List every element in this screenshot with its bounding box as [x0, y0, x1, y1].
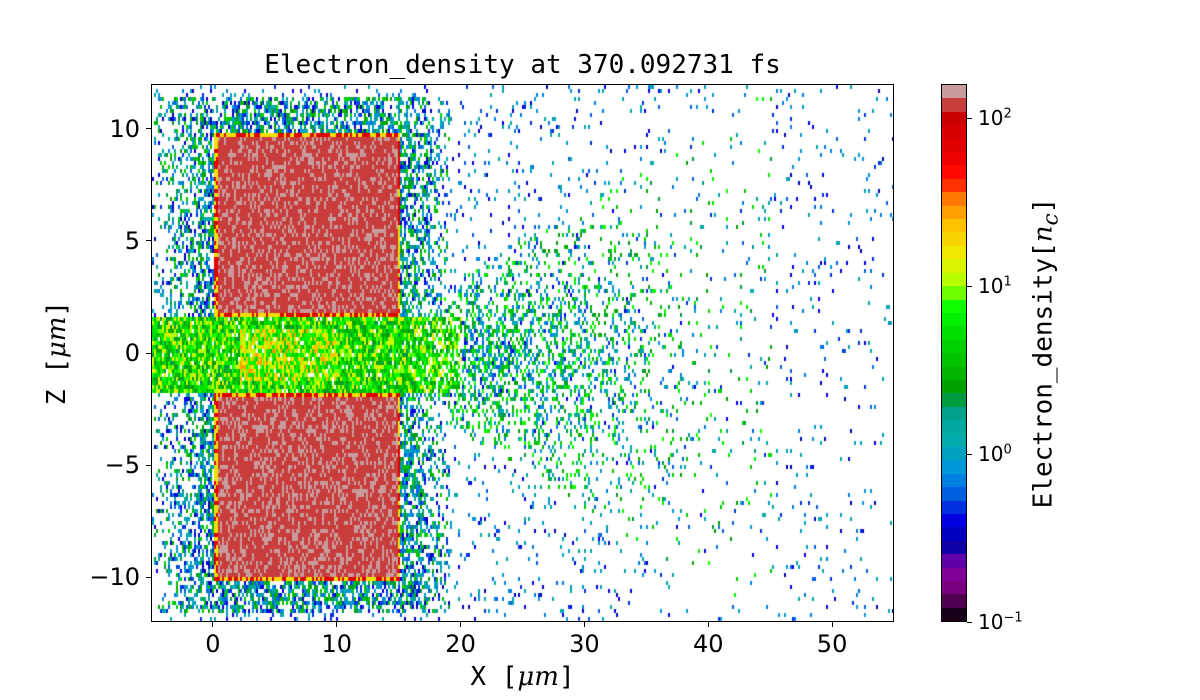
tick-exp: 2: [1003, 106, 1012, 122]
tick-exp: 1: [1003, 274, 1012, 290]
y-tick-mark: [146, 128, 151, 130]
tick-base: 10: [978, 274, 1004, 299]
tick-exp: 0: [1003, 442, 1012, 458]
y-tick-mark: [146, 464, 151, 466]
x-tick-label: 20: [445, 630, 476, 658]
y-axis-label: Z [μm]: [42, 301, 72, 405]
colorbar-label-sub: c: [1038, 213, 1064, 226]
colorbar-label: Electron_density[nc]: [1028, 198, 1063, 509]
colorbar-band: [942, 581, 966, 595]
colorbar-band: [942, 245, 966, 260]
x-tick-label: 40: [692, 630, 724, 658]
colorbar-band: [942, 446, 966, 461]
x-tick-label: 50: [816, 630, 848, 658]
y-tick-mark: [146, 240, 151, 242]
tick-base: 10: [978, 106, 1004, 131]
colorbar-label-unit: n: [1028, 225, 1059, 243]
colorbar-band: [942, 406, 966, 421]
colorbar-band: [942, 205, 966, 220]
colorbar-band: [942, 98, 966, 112]
colorbar-band: [942, 339, 966, 354]
heatmap-canvas: [152, 85, 893, 621]
colorbar-band: [942, 125, 966, 139]
colorbar-band: [942, 353, 966, 367]
colorbar-label-suffix: ]: [1028, 197, 1059, 214]
x-tick-mark: [460, 622, 462, 627]
colorbar-band: [942, 366, 966, 380]
x-tick-mark: [831, 622, 833, 627]
colorbar: [941, 84, 967, 622]
x-axis-label: X [μm]: [151, 662, 894, 692]
colorbar-band: [942, 286, 966, 300]
colorbar-band: [942, 259, 966, 273]
colorbar-tick-label: 100: [978, 442, 1012, 466]
y-tick-label: −5: [104, 451, 140, 480]
colorbar-band: [942, 527, 966, 541]
x-tick-mark: [336, 622, 338, 627]
plot-area: [151, 84, 894, 622]
colorbar-band: [942, 500, 966, 514]
colorbar-tick-label: 102: [978, 106, 1012, 130]
colorbar-band: [942, 272, 966, 287]
x-tick-mark: [212, 622, 214, 627]
x-tick-label: 30: [569, 630, 600, 658]
x-tick-mark: [707, 622, 709, 627]
colorbar-tick-mark: [967, 117, 972, 119]
colorbar-band: [942, 192, 966, 206]
colorbar-band: [942, 219, 966, 233]
colorbar-band: [942, 594, 966, 608]
x-tick-label: 10: [321, 630, 353, 658]
x-label-unit: μm: [517, 662, 559, 692]
colorbar-tick-mark: [967, 621, 972, 623]
x-label-suffix: ]: [558, 662, 575, 692]
y-tick-mark: [146, 576, 151, 578]
y-tick-label: 5: [124, 226, 140, 255]
y-label-prefix: Z [: [42, 358, 72, 406]
colorbar-band: [942, 165, 966, 179]
colorbar-band: [942, 420, 966, 434]
colorbar-tick-label: 101: [978, 274, 1012, 298]
colorbar-band: [942, 393, 966, 407]
colorbar-band: [942, 232, 966, 246]
colorbar-band: [942, 567, 966, 582]
y-tick-label: 10: [109, 114, 140, 143]
colorbar-band: [942, 85, 966, 99]
colorbar-band: [942, 540, 966, 555]
x-tick-mark: [583, 622, 585, 627]
colorbar-label-prefix: Electron_density[: [1028, 242, 1059, 509]
colorbar-band: [942, 138, 966, 153]
x-label-prefix: X [: [470, 662, 518, 692]
colorbar-band: [942, 152, 966, 166]
x-tick-label: 0: [205, 630, 221, 658]
colorbar-band: [942, 460, 966, 474]
colorbar-band: [942, 473, 966, 488]
chart-title: Electron_density at 370.092731 fs: [264, 50, 781, 80]
colorbar-band: [942, 178, 966, 193]
tick-base: 10: [978, 442, 1004, 467]
tick-exp: −1: [1003, 610, 1023, 626]
y-label-unit: μm: [42, 316, 72, 359]
colorbar-band: [942, 487, 966, 501]
y-tick-label: −10: [89, 563, 140, 592]
tick-base: 10: [978, 610, 1004, 634]
colorbar-band: [942, 554, 966, 568]
y-label-suffix: ]: [42, 300, 72, 317]
y-tick-label: 0: [124, 339, 140, 367]
colorbar-band: [942, 312, 966, 327]
colorbar-band: [942, 111, 966, 126]
colorbar-band: [942, 299, 966, 313]
y-tick-mark: [146, 352, 151, 354]
colorbar-tick-mark: [967, 453, 972, 455]
colorbar-tick-mark: [967, 285, 972, 287]
colorbar-band: [942, 433, 966, 447]
colorbar-tick-label: 10−1: [978, 610, 1023, 634]
colorbar-band: [942, 326, 966, 340]
colorbar-band: [942, 607, 966, 622]
colorbar-band: [942, 514, 966, 528]
colorbar-band: [942, 379, 966, 394]
